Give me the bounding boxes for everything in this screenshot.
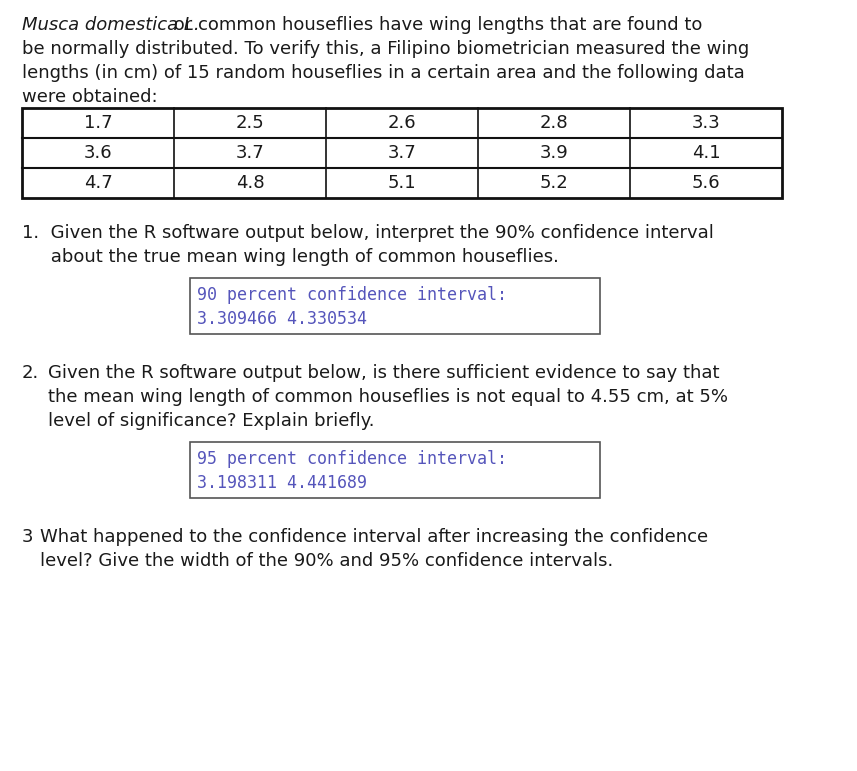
Text: 90 percent confidence interval:: 90 percent confidence interval: xyxy=(197,286,507,304)
Text: 4.8: 4.8 xyxy=(236,174,264,192)
Text: 3.309466 4.330534: 3.309466 4.330534 xyxy=(197,310,367,328)
Text: lengths (in cm) of 15 random houseflies in a certain area and the following data: lengths (in cm) of 15 random houseflies … xyxy=(22,64,745,82)
Text: about the true mean wing length of common houseflies.: about the true mean wing length of commo… xyxy=(22,248,559,266)
Text: 4.1: 4.1 xyxy=(692,144,721,162)
Text: 3.9: 3.9 xyxy=(540,144,568,162)
Text: 5.1: 5.1 xyxy=(387,174,417,192)
Text: Given the R software output below, is there sufficient evidence to say that: Given the R software output below, is th… xyxy=(48,364,720,382)
Text: were obtained:: were obtained: xyxy=(22,88,158,106)
Text: 3.7: 3.7 xyxy=(387,144,417,162)
Text: or common houseflies have wing lengths that are found to: or common houseflies have wing lengths t… xyxy=(168,16,703,34)
Text: 5.2: 5.2 xyxy=(540,174,568,192)
Text: the mean wing length of common houseflies is not equal to 4.55 cm, at 5%: the mean wing length of common houseflie… xyxy=(48,388,728,406)
Text: 3.198311 4.441689: 3.198311 4.441689 xyxy=(197,474,367,492)
Text: 1.7: 1.7 xyxy=(84,114,112,132)
Text: 3: 3 xyxy=(22,528,33,546)
Text: level? Give the width of the 90% and 95% confidence intervals.: level? Give the width of the 90% and 95%… xyxy=(40,552,614,570)
Text: 2.5: 2.5 xyxy=(236,114,264,132)
Text: 95 percent confidence interval:: 95 percent confidence interval: xyxy=(197,450,507,468)
Text: Musca domestica L.: Musca domestica L. xyxy=(22,16,200,34)
Text: 2.8: 2.8 xyxy=(540,114,568,132)
Bar xyxy=(190,278,600,334)
Text: 1.  Given the R software output below, interpret the 90% confidence interval: 1. Given the R software output below, in… xyxy=(22,224,714,242)
Text: level of significance? Explain briefly.: level of significance? Explain briefly. xyxy=(48,412,375,430)
Text: 2.6: 2.6 xyxy=(387,114,417,132)
Text: 4.7: 4.7 xyxy=(84,174,112,192)
Text: 5.6: 5.6 xyxy=(692,174,721,192)
Text: What happened to the confidence interval after increasing the confidence: What happened to the confidence interval… xyxy=(40,528,708,546)
Text: 2.: 2. xyxy=(22,364,39,382)
Text: 3.3: 3.3 xyxy=(692,114,721,132)
Text: 3.6: 3.6 xyxy=(84,144,112,162)
Bar xyxy=(190,442,600,498)
Bar xyxy=(22,108,782,198)
Text: 3.7: 3.7 xyxy=(236,144,264,162)
Text: be normally distributed. To verify this, a Filipino biometrician measured the wi: be normally distributed. To verify this,… xyxy=(22,40,749,58)
